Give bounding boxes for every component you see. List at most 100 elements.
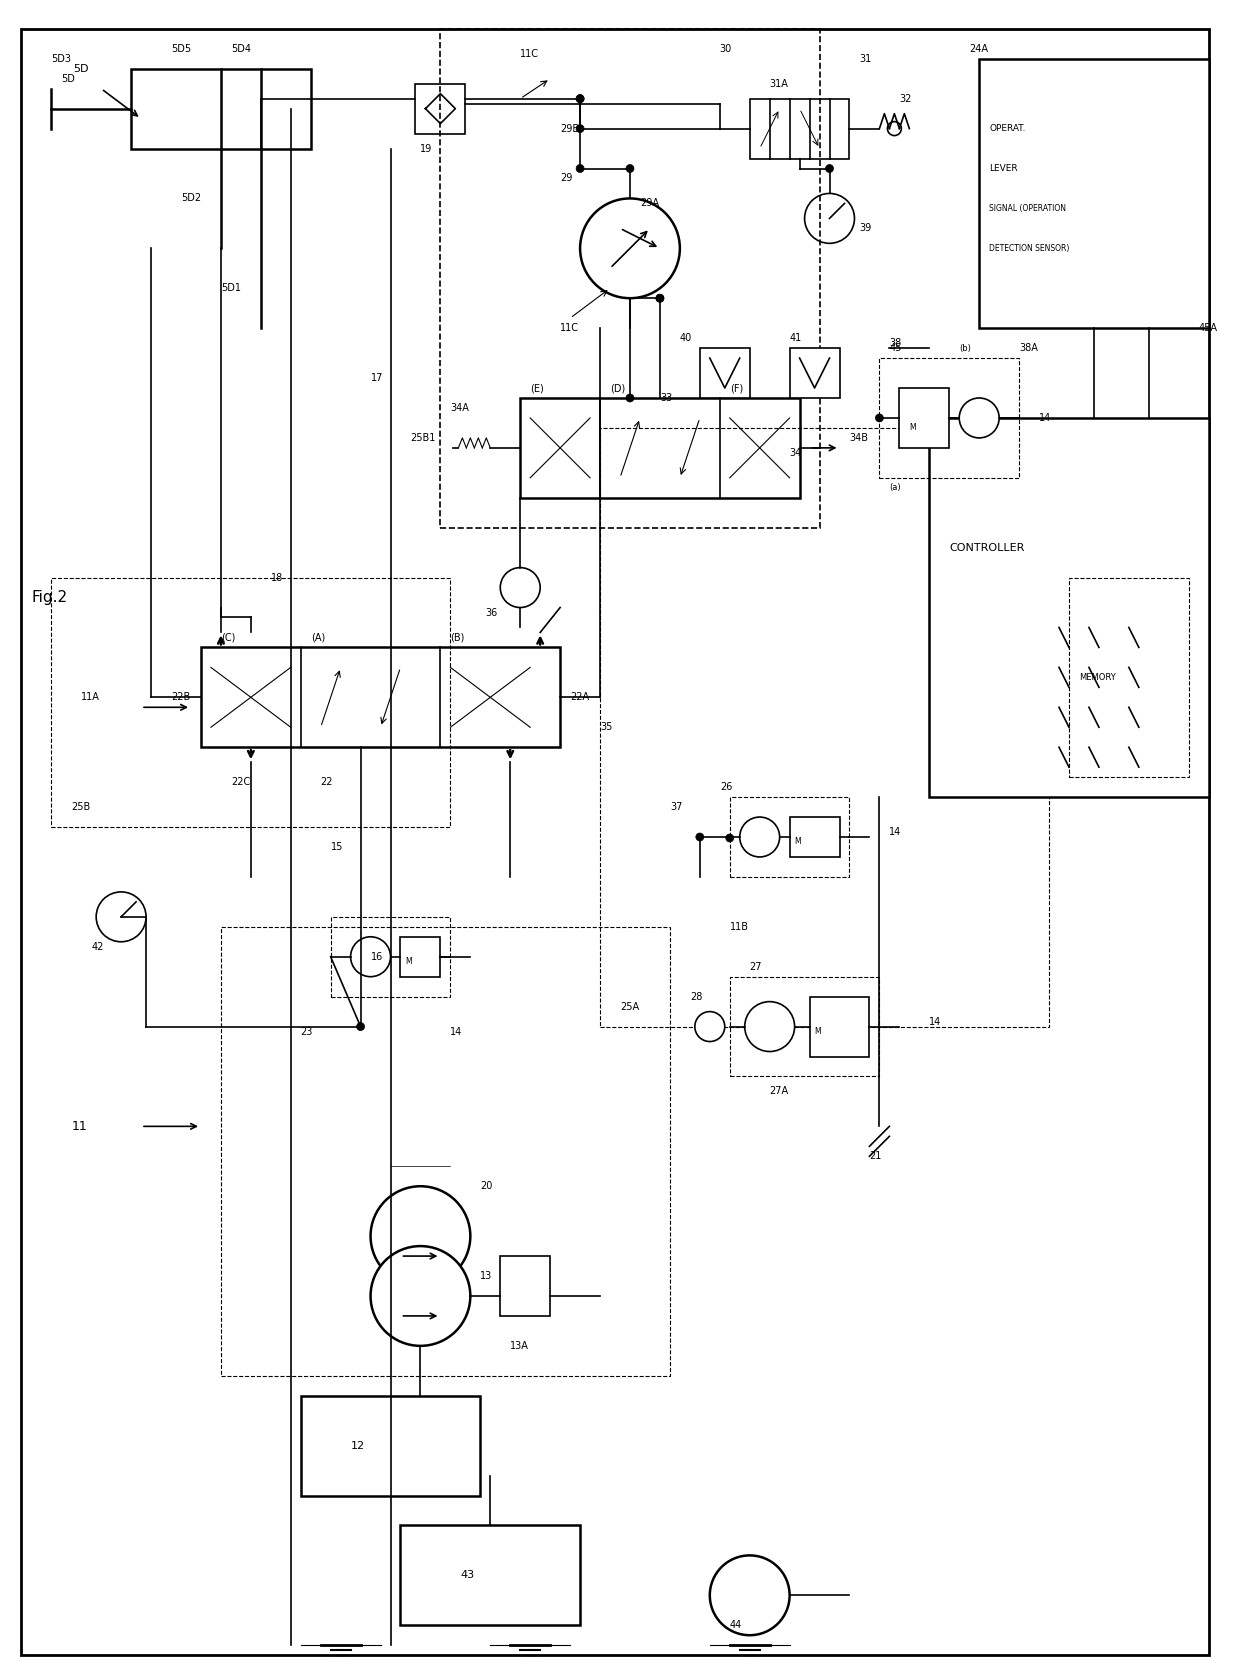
Text: 31A: 31A xyxy=(770,79,789,89)
Text: 14: 14 xyxy=(889,827,901,837)
Circle shape xyxy=(745,1001,795,1051)
Text: 11C: 11C xyxy=(521,49,539,59)
Text: (b): (b) xyxy=(960,344,971,352)
Text: 15: 15 xyxy=(331,842,343,852)
Text: M: M xyxy=(795,837,801,847)
Text: 31: 31 xyxy=(859,54,872,64)
Text: 25B: 25B xyxy=(71,802,91,812)
Text: (B): (B) xyxy=(450,632,465,642)
Circle shape xyxy=(577,94,584,102)
Text: 11: 11 xyxy=(71,1120,87,1134)
Bar xyxy=(401,937,440,976)
Circle shape xyxy=(888,122,901,136)
Text: 29: 29 xyxy=(560,173,573,183)
Bar xyxy=(51,577,450,827)
Text: 27: 27 xyxy=(750,961,763,971)
Bar xyxy=(201,647,560,748)
Bar xyxy=(1069,577,1189,776)
Text: 43: 43 xyxy=(460,1570,475,1580)
Text: 27A: 27A xyxy=(770,1087,789,1097)
Circle shape xyxy=(97,892,146,942)
Text: 44: 44 xyxy=(730,1620,742,1630)
Text: 33: 33 xyxy=(660,392,672,402)
Text: 5D: 5D xyxy=(73,64,89,74)
Bar xyxy=(331,917,450,996)
Circle shape xyxy=(351,937,391,976)
Circle shape xyxy=(656,293,663,302)
Circle shape xyxy=(577,164,584,173)
Text: 5D3: 5D3 xyxy=(51,54,71,64)
Text: 32: 32 xyxy=(899,94,911,104)
Bar xyxy=(929,418,1209,797)
Text: 14: 14 xyxy=(450,1026,463,1036)
Circle shape xyxy=(371,1186,470,1286)
Text: 12: 12 xyxy=(351,1441,365,1451)
Circle shape xyxy=(626,394,634,402)
Text: 22: 22 xyxy=(321,776,334,787)
Text: 11A: 11A xyxy=(81,693,100,703)
Text: 25B1: 25B1 xyxy=(410,433,435,443)
Bar xyxy=(790,349,839,397)
Text: 29B: 29B xyxy=(560,124,579,134)
Text: 11C: 11C xyxy=(560,324,579,334)
Text: (C): (C) xyxy=(221,632,236,642)
Text: 5D2: 5D2 xyxy=(181,193,201,203)
Bar xyxy=(810,996,869,1057)
Bar xyxy=(440,29,820,528)
Text: M: M xyxy=(405,958,412,966)
Text: 18: 18 xyxy=(270,572,283,582)
Bar xyxy=(301,1395,480,1496)
Circle shape xyxy=(740,817,780,857)
Circle shape xyxy=(371,1246,470,1347)
Text: 16: 16 xyxy=(371,953,383,961)
Text: 29A: 29A xyxy=(640,198,658,208)
Text: 25A: 25A xyxy=(620,1001,639,1011)
Circle shape xyxy=(580,198,680,299)
Text: CONTROLLER: CONTROLLER xyxy=(950,543,1024,553)
Text: M: M xyxy=(909,423,916,433)
Text: DETECTION SENSOR): DETECTION SENSOR) xyxy=(990,243,1070,253)
Text: 36: 36 xyxy=(485,607,497,617)
Circle shape xyxy=(826,164,833,173)
Text: 5D5: 5D5 xyxy=(171,44,191,54)
Bar xyxy=(221,927,670,1375)
Text: 24A: 24A xyxy=(970,44,988,54)
Circle shape xyxy=(500,567,541,607)
Text: 34B: 34B xyxy=(849,433,868,443)
Circle shape xyxy=(725,833,734,842)
Text: 41: 41 xyxy=(790,334,802,344)
Bar xyxy=(980,59,1209,329)
Text: 40: 40 xyxy=(680,334,692,344)
Text: 14: 14 xyxy=(1039,413,1052,423)
Text: 13A: 13A xyxy=(510,1342,529,1352)
Circle shape xyxy=(709,1555,790,1635)
Text: 35: 35 xyxy=(600,723,613,733)
Circle shape xyxy=(696,833,704,840)
Text: (A): (A) xyxy=(311,632,325,642)
Circle shape xyxy=(577,124,584,132)
Circle shape xyxy=(805,193,854,243)
Text: 37: 37 xyxy=(670,802,682,812)
Text: 5D: 5D xyxy=(61,74,76,84)
Text: 13: 13 xyxy=(480,1271,492,1281)
Text: 42: 42 xyxy=(92,942,104,953)
Text: 20: 20 xyxy=(480,1181,492,1191)
Bar xyxy=(415,84,465,134)
Text: 39: 39 xyxy=(859,223,872,233)
Circle shape xyxy=(960,397,999,438)
Text: (E): (E) xyxy=(531,382,544,392)
Text: 45A: 45A xyxy=(1199,324,1218,334)
Bar xyxy=(699,349,750,397)
Text: (D): (D) xyxy=(610,382,625,392)
Text: (a): (a) xyxy=(889,483,901,493)
Circle shape xyxy=(694,1011,724,1041)
Text: 38: 38 xyxy=(889,339,901,349)
Bar xyxy=(131,69,311,149)
Bar xyxy=(600,428,1049,1026)
Text: M: M xyxy=(815,1026,821,1036)
Text: 34: 34 xyxy=(790,448,802,458)
Bar xyxy=(790,817,839,857)
Text: 21: 21 xyxy=(869,1152,882,1160)
Text: 22C: 22C xyxy=(231,776,250,787)
Circle shape xyxy=(357,1023,365,1031)
